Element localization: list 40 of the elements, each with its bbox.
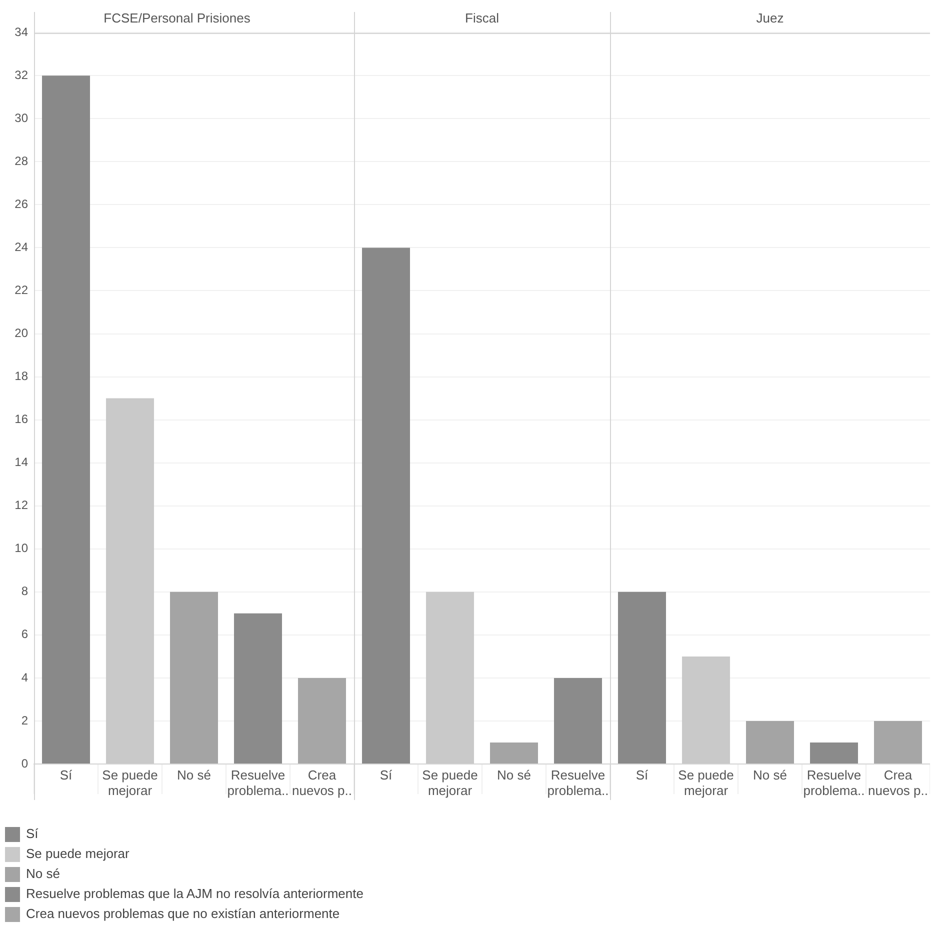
- y-tick-label: 4: [21, 670, 28, 684]
- chart-title: Juez: [756, 10, 784, 26]
- y-tick-label: 32: [14, 68, 28, 82]
- x-tick-label: Resuelve problema..: [547, 767, 609, 798]
- chart-title: Fiscal: [465, 10, 500, 26]
- y-tick-label: 18: [14, 369, 28, 384]
- chart-title: FCSE/Personal Prisiones: [104, 10, 251, 26]
- x-tick-label: No sé: [177, 767, 211, 782]
- y-tick-label: 10: [14, 541, 28, 556]
- legend-label: Resuelve problemas que la AJM no resolvía anteriormente: [26, 886, 364, 902]
- y-tick-label: 20: [14, 326, 28, 340]
- y-tick-label: 16: [14, 412, 28, 426]
- y-tick-label: 0: [21, 756, 28, 770]
- y-tick-label: 12: [14, 498, 28, 512]
- x-tick-label: Sí: [636, 767, 649, 782]
- x-tick-label: No sé: [497, 767, 531, 782]
- y-tick-label: 30: [14, 110, 28, 125]
- legend-label: No sé: [26, 866, 60, 882]
- x-tick-label: Se puede mejorar: [422, 767, 478, 798]
- x-tick-label: Crea nuevos p..: [292, 767, 352, 798]
- y-tick-label: 34: [14, 24, 28, 39]
- x-tick-label: No sé: [753, 767, 787, 782]
- x-tick-label: Crea nuevos p..: [868, 767, 928, 798]
- legend-label: Sí: [26, 826, 38, 842]
- legend-label: Crea nuevos problemas que no existían anteriormente: [26, 906, 340, 922]
- x-tick-label: Resuelve problema..: [803, 767, 865, 798]
- y-tick-label: 22: [14, 283, 28, 298]
- y-tick-label: 14: [14, 455, 28, 470]
- y-tick-label: 28: [14, 154, 28, 168]
- y-tick-label: 6: [21, 627, 28, 642]
- x-tick-label: Resuelve problema..: [227, 767, 289, 798]
- x-tick-label: Sí: [380, 767, 393, 782]
- y-tick-label: 2: [21, 713, 28, 728]
- y-tick-label: 8: [21, 584, 28, 598]
- x-tick-label: Se puede mejorar: [678, 767, 734, 798]
- x-tick-label: Se puede mejorar: [102, 767, 158, 798]
- y-tick-label: 26: [14, 197, 28, 212]
- y-tick-label: 24: [14, 240, 28, 254]
- x-tick-label: Sí: [60, 767, 73, 782]
- legend-label: Se puede mejorar: [26, 846, 130, 862]
